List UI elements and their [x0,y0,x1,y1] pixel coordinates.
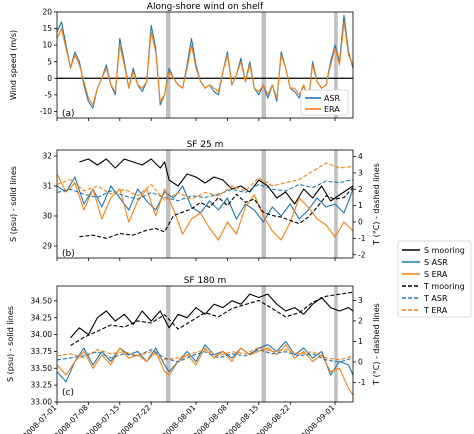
y2-tick-label: 0 [358,358,363,367]
x-tick-label: 2008-08-08 [192,403,229,434]
panel-tag: (a) [62,109,75,119]
y-tick-label: 30 [42,212,52,221]
panel-tag: (b) [62,249,75,259]
legend-label: S ASR [424,258,448,267]
legend-label: T ASR [423,294,448,303]
y2-tick-label: 2 [358,185,363,194]
shaded-period-2 [334,286,338,402]
y-tick-label: 33.50 [31,364,53,373]
y-tick-label: 29 [42,242,52,251]
series-line-t-mooring [70,291,353,346]
y-tick-label: 5 [47,57,52,66]
series-line-s-era [57,173,353,241]
x-tick-label: 2008-09-01 [299,403,336,434]
series-line-s-mooring [70,293,353,339]
panel-c: 34.50 34.25 34.00 33.75 33.50 33.25 33.00 3 2 1 0 -… [6,276,381,434]
y-tick-label: 34.25 [31,313,53,322]
shaded-period-1 [261,12,266,118]
y-tick-label: 33.25 [31,381,53,390]
y-tick-label: 33.75 [31,347,53,356]
y2-axis-label: T (°C) - dashed lines [372,163,381,246]
y-tick-label: 34.50 [31,296,53,305]
y-tick-label: 32 [42,152,52,161]
panel-title: SF 180 m [184,276,227,286]
y-tick-label: 10 [42,41,52,50]
shaded-period-2 [334,12,338,118]
panel-a: 20 15 10 5 0 -5 -10 Wind speed (m/s) Along-shore… [9,2,354,121]
series-line-s-asr [57,176,353,223]
y-axis-label: S (psu) - solid lines [9,166,18,242]
x-tick-label: 2008-07-01 [21,403,58,434]
x-tick-label: 2008-07-08 [53,403,90,434]
y-tick-label: 31 [42,182,52,191]
x-tick-label: 2008-08-01 [160,403,197,434]
y2-tick-label: -1 [358,234,366,243]
panel-title: SF 25 m [187,140,224,150]
shaded-period-2 [334,150,338,258]
y2-tick-label: 0 [358,218,363,227]
series-line-s-era [57,344,353,396]
legend-label: S mooring [424,246,465,255]
series-lines [57,291,353,396]
series-line-t-mooring [79,187,353,239]
shaded-period-1 [261,286,266,402]
legend-label: T mooring [423,282,465,291]
shaded-period-1 [261,150,266,258]
series-line-t-era [57,347,353,361]
x-tick-label: 2008-07-22 [115,403,152,434]
x-tick-label: 2008-08-22 [254,403,291,434]
series-line-t-asr [57,178,353,202]
series-line-s-mooring [79,158,353,205]
panel-tag: (c) [62,388,74,398]
right-legend: S mooring S ASR S ERA T mooring T ASR T ERA [397,240,472,318]
y2-tick-label: 1 [358,337,363,346]
series-lines [57,158,353,241]
y-axis-label: S (psu) - solid lines [6,306,15,382]
plot-frame [56,11,354,119]
y-axis-label: Wind speed (m/s) [9,30,18,100]
shaded-period-0 [165,150,171,258]
y-tick-label: 15 [42,24,52,33]
y-tick-label: -10 [40,107,52,116]
y2-axis-label: T (°C) - dashed lines [372,303,381,386]
series-line-era [57,21,353,106]
y-tick-label: 20 [42,8,52,17]
y2-tick-label: -2 [358,250,366,259]
series-line-t-era [57,162,353,202]
legend-label: S ERA [424,270,448,279]
y2-tick-label: -1 [358,378,366,387]
y2-tick-label: 3 [358,169,363,178]
x-tick-label: 2008-08-15 [223,403,260,434]
legend-label: ASR [324,94,341,103]
x-tick-label: 2008-07-15 [84,403,121,434]
y2-tick-label: 1 [358,201,363,210]
series-lines [57,14,353,109]
legend-label: ERA [324,105,340,114]
legend-label: T ERA [423,306,448,315]
panel-title: Along-shore wind on shelf [147,2,264,12]
y2-tick-label: 2 [358,317,363,326]
series-line-s-asr [57,340,353,383]
y-tick-label: 33.00 [31,398,53,407]
y-tick-label: 34.00 [31,330,53,339]
panel-a-legend: ASR ERA [300,89,349,116]
plot-frame [56,285,354,403]
y2-tick-label: 4 [358,152,363,161]
plot-frame [56,149,354,259]
shaded-period-0 [165,286,171,402]
y-tick-label: 0 [47,74,52,83]
series-line-t-asr [57,349,353,363]
y-tick-label: -5 [45,90,53,99]
y2-tick-label: 3 [358,296,363,305]
shaded-period-0 [165,12,171,118]
